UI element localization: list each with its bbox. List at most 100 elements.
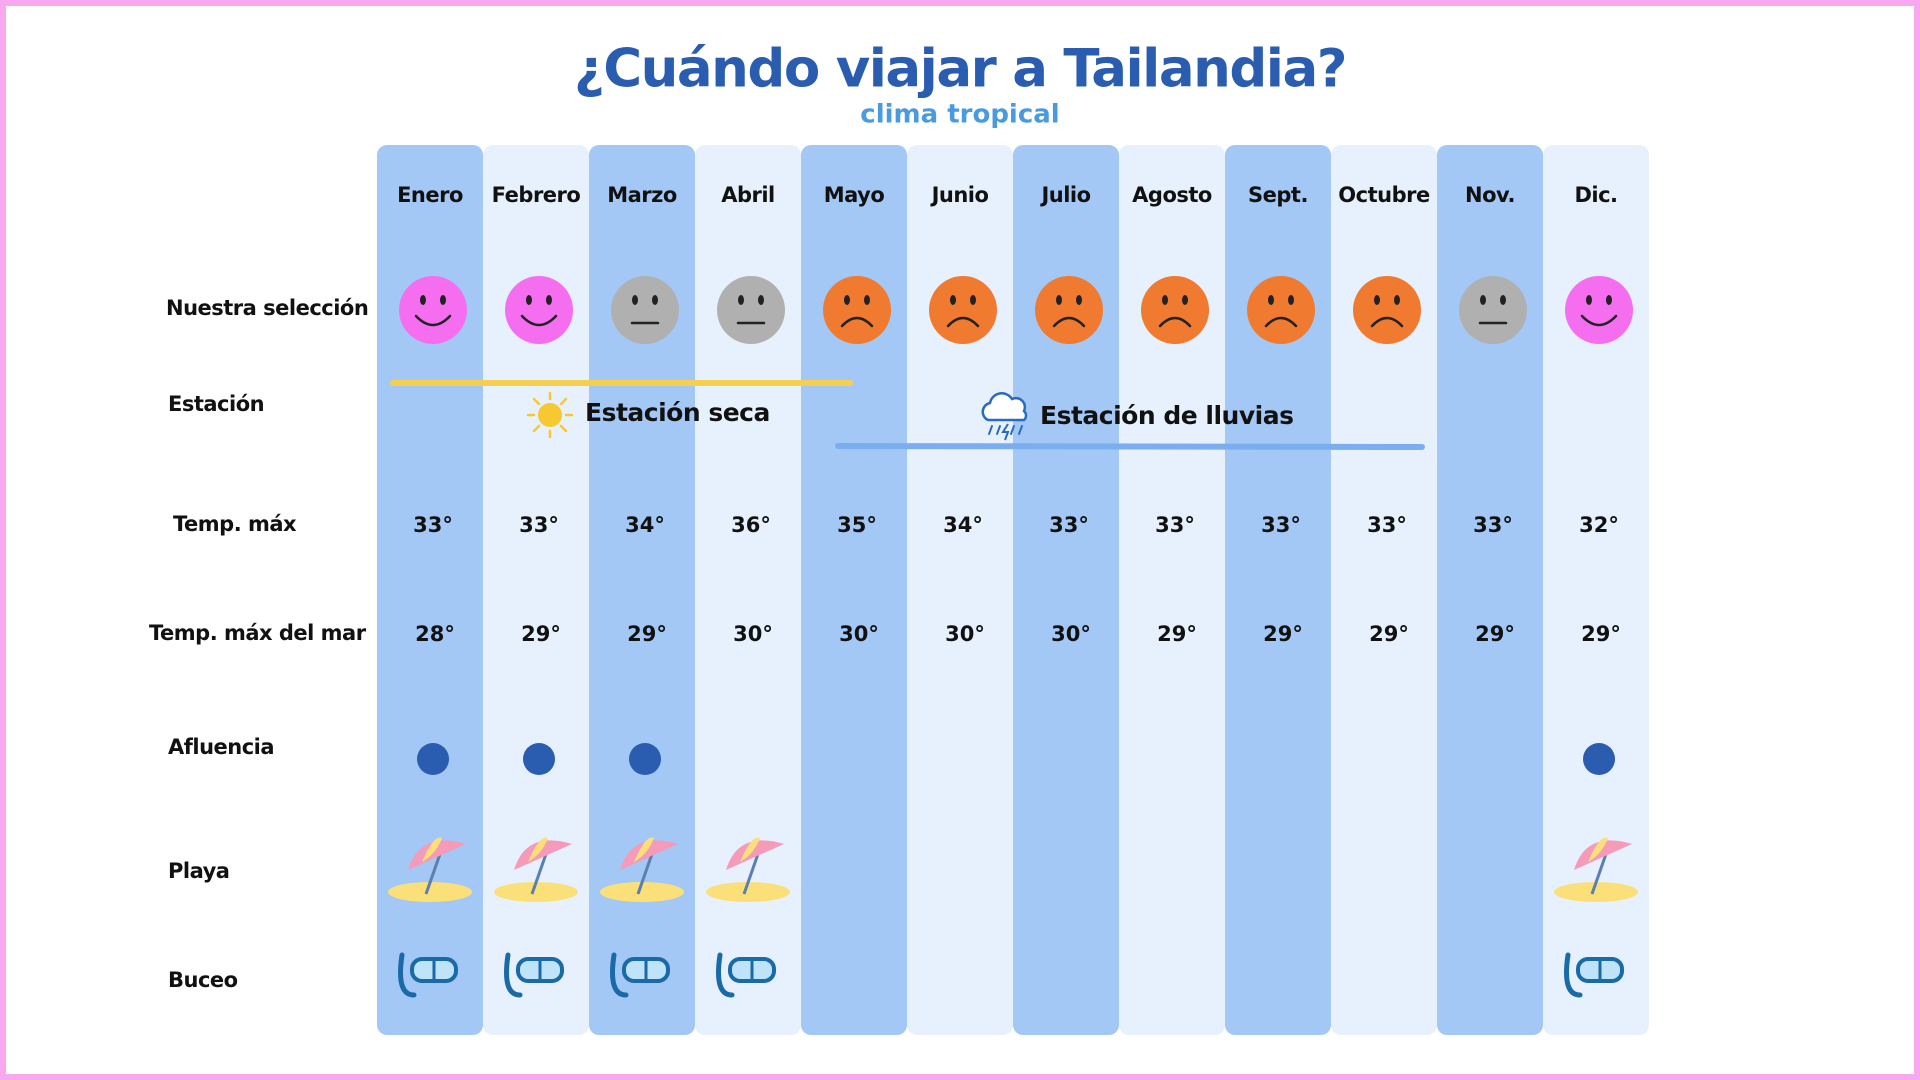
mood-face [1459,276,1527,344]
face [823,276,891,344]
month-label: Junio [930,183,989,207]
umbrella-stripe [422,837,442,862]
mouth [1580,314,1618,327]
beach-icon [494,837,578,902]
temp-max: 33° [1367,513,1407,537]
eye [1268,295,1274,305]
sand [1554,882,1638,902]
face [505,276,573,344]
umbrella-stripe [634,837,654,862]
month-label: Febrero [492,183,581,207]
month-label: Agosto [1132,183,1212,207]
temp-sea: 28° [415,622,455,646]
sand [388,882,472,902]
face [929,276,997,344]
crowd-dot [1583,743,1615,775]
face [611,276,679,344]
eye [1394,295,1400,305]
row-label: Estación [168,392,264,416]
temp-max: 32° [1579,513,1619,537]
row-label: Temp. máx del mar [149,621,367,645]
mood-face [1247,276,1315,344]
cells: Nuestra selección Estación Temp. máx Temp. … [149,183,1638,998]
mood-face [611,276,679,344]
temp-sea: 30° [1051,622,1091,646]
beach-icon [706,837,790,902]
eye [758,295,764,305]
month-label: Julio [1039,183,1090,207]
columns [377,145,1649,1035]
sand [494,882,578,902]
face [1459,276,1527,344]
mouth [1264,316,1298,328]
umbrella [514,840,572,870]
season-label: Estación seca [585,398,770,427]
snorkel-icon [610,952,670,998]
mood-face [1141,276,1209,344]
eye [864,295,870,305]
umbrella-stripe [740,837,760,862]
eye [1586,295,1592,305]
pole [1590,853,1608,895]
mouth [1370,316,1404,328]
temp-max: 35° [837,513,877,537]
face [1353,276,1421,344]
eye [420,295,426,305]
face [399,276,467,344]
snorkel-icon [1564,952,1624,998]
beach-icon [1554,837,1638,902]
row-label: Nuestra selección [166,296,368,320]
pole [530,853,548,895]
mouth [1158,316,1192,328]
month-column [801,145,907,1035]
month-label: Mayo [824,183,885,207]
mouth [1052,316,1086,328]
snorkel-icon [504,952,564,998]
face [1565,276,1633,344]
mood-face [823,276,891,344]
eye [1076,295,1082,305]
eye [652,295,658,305]
eye [1288,295,1294,305]
eye [950,295,956,305]
temp-sea: 29° [1581,622,1621,646]
mouth [520,314,558,327]
temp-max: 34° [943,513,983,537]
month-column [1119,145,1225,1035]
mouth [946,316,980,328]
mood-face [929,276,997,344]
month-label: Octubre [1338,183,1430,207]
crowd-dot [417,743,449,775]
mouth [414,314,452,327]
month-label: Dic. [1574,183,1617,207]
snorkel-icon [398,952,458,998]
eye [1374,295,1380,305]
row-label: Buceo [168,968,238,992]
month-column [1225,145,1331,1035]
row-label: Playa [168,859,229,883]
temp-max: 34° [625,513,665,537]
crowd-dot [523,743,555,775]
subtitle: clima tropical [860,100,1059,130]
eye [440,295,446,305]
mood-face [399,276,467,344]
beach-icon [388,837,472,902]
umbrella [408,840,466,870]
temp-sea: 29° [1475,622,1515,646]
month-column [1543,145,1649,1035]
month-label: Sept. [1248,183,1308,207]
sand [600,882,684,902]
umbrella [620,840,678,870]
row-label: Temp. máx [173,512,297,536]
row-label: Afluencia [168,735,274,759]
pole [636,853,654,895]
temp-max: 36° [731,513,771,537]
pole [424,853,442,895]
temp-max: 33° [1049,513,1089,537]
umbrella-stripe [1588,837,1608,862]
temp-max: 33° [1261,513,1301,537]
eye [1056,295,1062,305]
month-column [483,145,589,1035]
mood-face [717,276,785,344]
